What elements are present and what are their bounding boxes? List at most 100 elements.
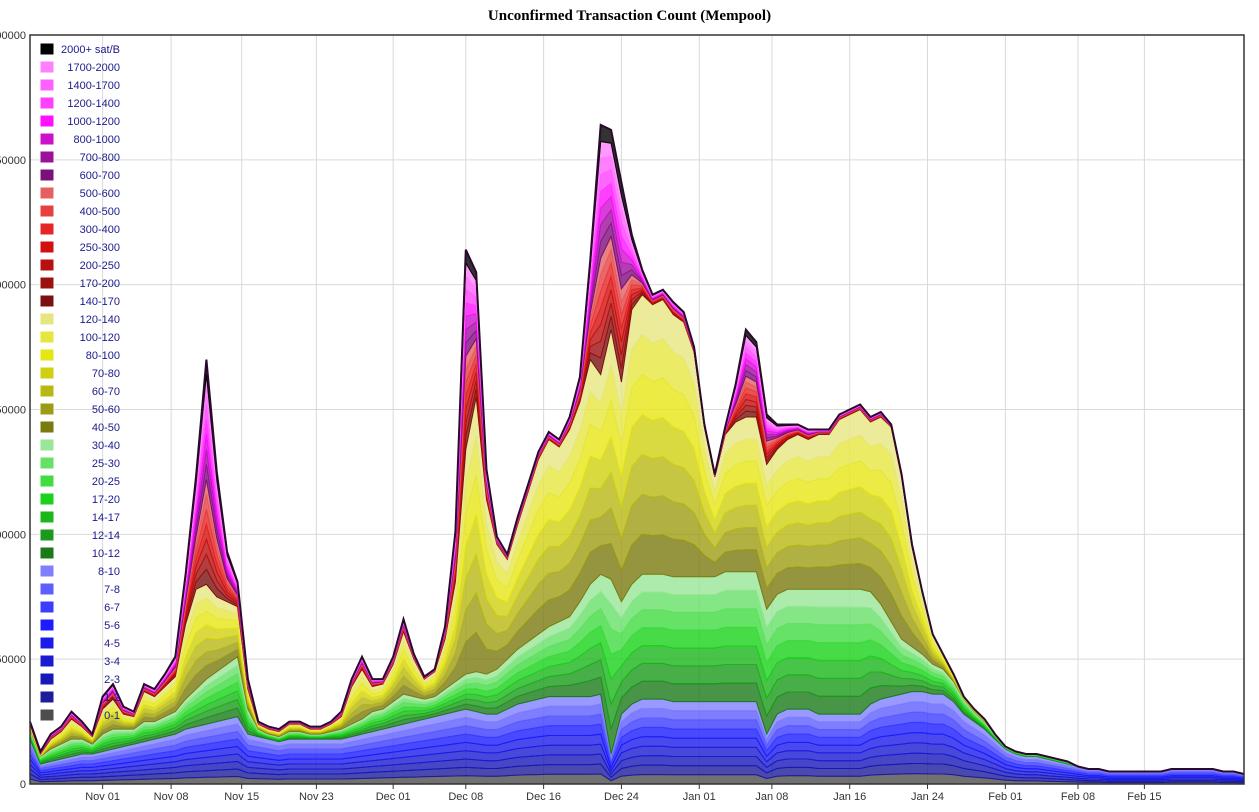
legend-item: 250-300 [39,240,120,254]
x-tick-label: Dec 16 [526,791,561,803]
legend-swatch [39,96,55,110]
legend-label: 40-50 [92,422,120,434]
plot-frame [29,34,1245,785]
x-tick-label: Feb 08 [1061,791,1095,803]
legend-item: 40-50 [39,420,120,434]
y-tick-label: 200000 [0,280,26,292]
legend-swatch [39,636,55,650]
x-tick-label: Nov 01 [85,791,120,803]
legend-item: 1700-2000 [39,60,120,74]
legend-label: 6-7 [104,602,120,614]
legend-label: 800-1000 [74,134,121,146]
legend-label: 300-400 [80,224,120,236]
legend-item: 3-4 [39,654,120,668]
legend-label: 400-500 [80,206,120,218]
legend-item: 7-8 [39,582,120,596]
legend-swatch [39,564,55,578]
legend-item: 50-60 [39,402,120,416]
legend-swatch [39,600,55,614]
legend-item: 1000-1200 [39,114,120,128]
legend-label: 3-4 [104,656,120,668]
legend-swatch [39,456,55,470]
legend-swatch [39,240,55,254]
x-tick-label: Dec 08 [448,791,483,803]
legend-swatch [39,222,55,236]
legend-swatch [39,294,55,308]
legend-item: 140-170 [39,294,120,308]
legend-swatch [39,654,55,668]
x-tick-label: Nov 08 [154,791,189,803]
legend-item: 1-2 [39,690,120,704]
legend-swatch [39,546,55,560]
legend-swatch [39,618,55,632]
legend-item: 70-80 [39,366,120,380]
legend-label: 0-1 [104,710,120,722]
legend-item: 25-30 [39,456,120,470]
legend-swatch [39,492,55,506]
legend-swatch [39,582,55,596]
legend-item: 0-1 [39,708,120,722]
legend-item: 700-800 [39,150,120,164]
legend-label: 8-10 [98,566,120,578]
legend-label: 1-2 [104,692,120,704]
legend-swatch [39,204,55,218]
legend-item: 4-5 [39,636,120,650]
legend-swatch [39,186,55,200]
legend-label: 600-700 [80,170,120,182]
legend-item: 80-100 [39,348,120,362]
legend-swatch [39,168,55,182]
legend-item: 2-3 [39,672,120,686]
legend-swatch [39,312,55,326]
legend-item: 300-400 [39,222,120,236]
legend-label: 10-12 [92,548,120,560]
legend-label: 120-140 [80,314,120,326]
legend-swatch [39,42,55,56]
x-axis: Nov 01 Nov 08 Nov 15 Nov 23 Dec 01 Dec 08 Dec … [85,784,1162,803]
legend-swatch [39,150,55,164]
legend-item: 500-600 [39,186,120,200]
legend-item: 600-700 [39,168,120,182]
total-outline [29,123,1245,775]
legend-label: 140-170 [80,296,120,308]
legend-item: 200-250 [39,258,120,272]
legend-label: 70-80 [92,368,120,380]
legend-swatch [39,78,55,92]
x-tick-label: Jan 01 [683,791,716,803]
legend-item: 20-25 [39,474,120,488]
legend-swatch [39,330,55,344]
stacked-areas [29,123,1245,785]
legend-item: 120-140 [39,312,120,326]
y-tick-label: 250000 [0,155,26,167]
legend-swatch [39,402,55,416]
legend-label: 5-6 [104,620,120,632]
legend-label: 17-20 [92,494,120,506]
legend-item: 14-17 [39,510,120,524]
legend-item: 170-200 [39,276,120,290]
legend-label: 100-120 [80,332,120,344]
legend-item: 100-120 [39,330,120,344]
legend-item: 12-14 [39,528,120,542]
legend-label: 2-3 [104,674,120,686]
legend-label: 250-300 [80,242,120,254]
legend-label: 200-250 [80,260,120,272]
legend-label: 7-8 [104,584,120,596]
legend-item: 5-6 [39,618,120,632]
legend-swatch [39,348,55,362]
legend-item: 17-20 [39,492,120,506]
y-tick-label: 0 [20,779,26,791]
legend-item: 60-70 [39,384,120,398]
x-tick-label: Nov 15 [224,791,259,803]
legend-label: 500-600 [80,188,120,200]
legend-swatch [39,258,55,272]
legend-label: 14-17 [92,512,120,524]
legend-label: 50-60 [92,404,120,416]
legend-item: 8-10 [39,564,120,578]
x-tick-label: Feb 01 [988,791,1022,803]
legend-item: 1200-1400 [39,96,120,110]
legend-swatch [39,420,55,434]
legend-item: 6-7 [39,600,120,614]
